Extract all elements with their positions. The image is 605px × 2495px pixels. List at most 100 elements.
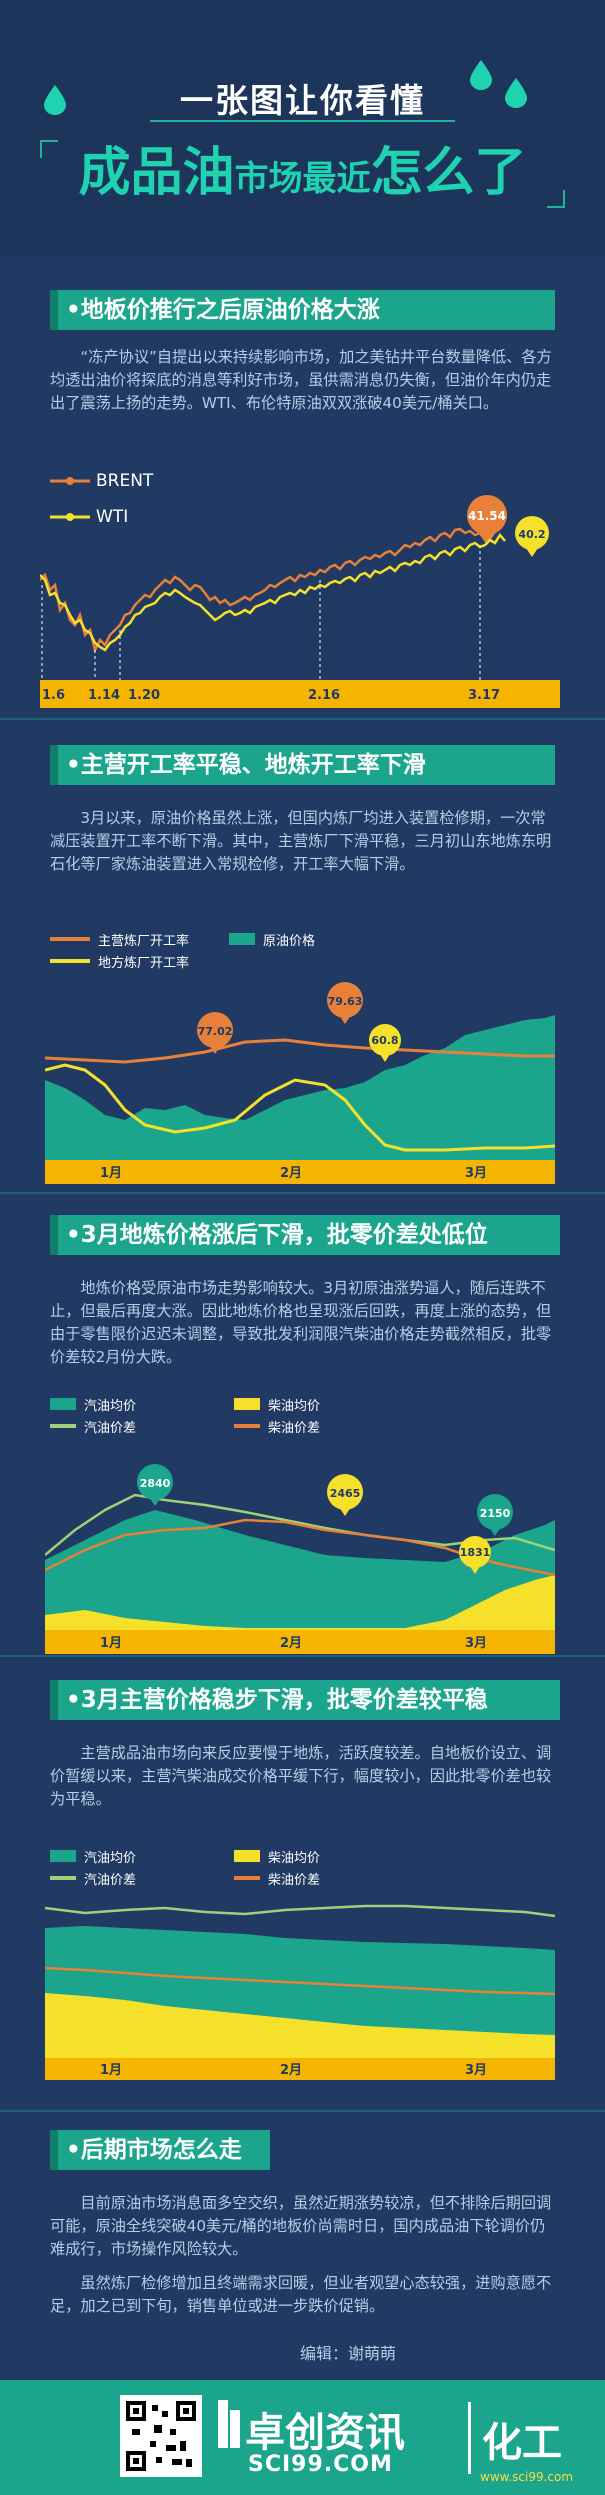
brand-name: 卓创资讯 bbox=[245, 2410, 405, 2456]
divider bbox=[0, 1192, 605, 1194]
section-text: “冻产协议”自提出以来持续影响市场，加之美钻井平台数量降低、各方均透出油价将探底… bbox=[50, 348, 552, 412]
section-text: 目前原油市场消息面多空交织，虽然近期涨势较凉，但不排除后期回调可能，原油全线突破… bbox=[50, 2194, 552, 2258]
section-text: 地炼价格受原油市场走势影响较大。3月初原油涨势逼人，随后连跌不止，但最后再度大涨… bbox=[50, 1279, 552, 1366]
rate-callout: 77.02 bbox=[197, 1012, 233, 1054]
brent-legend-icon bbox=[50, 477, 90, 485]
spread-callout: 2465 bbox=[327, 1474, 363, 1516]
droplet-icon bbox=[505, 78, 527, 108]
svg-text:2150: 2150 bbox=[480, 1507, 511, 1520]
month-axis-bar bbox=[45, 1630, 555, 1654]
diesel-avg-area bbox=[45, 1993, 555, 2058]
date-axis-bar bbox=[40, 680, 560, 708]
droplet-icon bbox=[470, 60, 492, 90]
month-label: 2月 bbox=[280, 2063, 302, 2078]
corner-bracket bbox=[40, 140, 58, 158]
month-label: 2月 bbox=[280, 1636, 302, 1651]
crude-price-area bbox=[45, 1015, 555, 1160]
chart-legend: BRENT WTI bbox=[50, 470, 153, 528]
month-label: 3月 bbox=[465, 2063, 487, 2078]
watermark: www.sci99.com bbox=[480, 2470, 574, 2484]
diesel-avg-area bbox=[45, 1575, 555, 1630]
section-heading: •主营开工率平稳、地炼开工率下滑 bbox=[50, 745, 555, 785]
month-axis-bar bbox=[45, 1160, 555, 1184]
legend-swatch bbox=[229, 933, 256, 945]
corner-bracket bbox=[547, 190, 565, 208]
svg-text:1831: 1831 bbox=[460, 1546, 491, 1559]
spread-callout: 2840 bbox=[137, 1464, 173, 1506]
date-label: 1.14 bbox=[88, 688, 120, 703]
date-label: 3.17 bbox=[468, 688, 500, 703]
wti-callout: 40.2 bbox=[515, 516, 549, 557]
svg-text:79.63: 79.63 bbox=[328, 995, 363, 1008]
diesel-spread-line bbox=[45, 1966, 555, 1996]
section-text: 3月以来，原油价格虽然上涨，但国内炼厂均进入装置检修期，一次常减压装置开工率不断… bbox=[50, 809, 552, 873]
legend-swatch bbox=[234, 1850, 260, 1862]
section-heading: •3月地炼价格涨后下滑，批零价差处低位 bbox=[50, 1215, 560, 1255]
section-outlook: •后期市场怎么走 目前原油市场消息面多空交织，虽然近期涨势较凉，但不排除后期回调… bbox=[0, 2130, 605, 2340]
local-price-chart: 2840 2465 2150 1831 1月 2月 3月 bbox=[45, 1464, 555, 1654]
chart-legend: 主营炼厂开工率 原油价格 地方炼厂开工率 bbox=[50, 928, 315, 972]
section-oil-price: •地板价推行之后原油价格大涨 “冻产协议”自提出以来持续影响市场，加之美钻井平台… bbox=[0, 290, 605, 730]
spread-callout: 2150 bbox=[477, 1494, 513, 1536]
chart-legend: 汽油均价 柴油均价 汽油价差 柴油价差 bbox=[50, 1393, 320, 1437]
page-title: 成品油市场最近怎么了 bbox=[78, 143, 527, 203]
divider bbox=[0, 1655, 605, 1657]
date-label: 1.20 bbox=[128, 688, 160, 703]
footer: 卓创资讯 SCI99.COM 化工 bbox=[0, 2380, 605, 2495]
svg-text:2840: 2840 bbox=[140, 1477, 171, 1490]
divider bbox=[0, 2110, 605, 2112]
oil-price-chart: 41.54 40.2 1.6 1.14 bbox=[40, 495, 560, 708]
section-heading: •后期市场怎么走 bbox=[50, 2130, 270, 2170]
section-refinery-rate: •主营开工率平稳、地炼开工率下滑 3月以来，原油价格虽然上涨，但国内炼厂均进入装… bbox=[0, 745, 605, 1205]
qr-code[interactable] bbox=[120, 2395, 202, 2477]
date-label: 2.16 bbox=[308, 688, 340, 703]
page-subtitle: 一张图让你看懂 bbox=[180, 81, 425, 120]
qr-code-icon bbox=[126, 2401, 196, 2471]
legend-swatch bbox=[234, 1876, 260, 1880]
main-refinery-line bbox=[45, 1038, 555, 1064]
rate-callout: 60.8 bbox=[369, 1024, 401, 1062]
svg-text:60.8: 60.8 bbox=[371, 1034, 398, 1047]
month-label: 1月 bbox=[100, 1636, 122, 1651]
gasoline-spread-line bbox=[45, 1904, 555, 1918]
month-axis-bar bbox=[45, 2058, 555, 2080]
date-guides bbox=[41, 545, 481, 680]
section-heading: •地板价推行之后原油价格大涨 bbox=[50, 290, 555, 330]
brand-url[interactable]: SCI99.COM bbox=[248, 2452, 393, 2477]
logo-icon bbox=[218, 2400, 240, 2448]
month-label: 2月 bbox=[280, 1166, 302, 1181]
brent-line bbox=[40, 522, 491, 654]
svg-text:41.54: 41.54 bbox=[468, 509, 506, 523]
droplet-icon bbox=[44, 85, 66, 115]
month-label: 3月 bbox=[465, 1636, 487, 1651]
legend-swatch bbox=[50, 1424, 76, 1428]
editor-credit: 编辑：谢萌萌 bbox=[300, 2344, 397, 2363]
legend-swatch bbox=[50, 1876, 76, 1880]
month-label: 1月 bbox=[100, 2063, 122, 2078]
gasoline-avg-area bbox=[45, 1510, 555, 1630]
legend-swatch bbox=[50, 959, 90, 963]
legend-swatch bbox=[234, 1424, 260, 1428]
local-refinery-line bbox=[45, 1063, 555, 1152]
divider bbox=[468, 2402, 471, 2474]
date-label: 1.6 bbox=[42, 688, 65, 703]
svg-text:77.02: 77.02 bbox=[198, 1025, 233, 1038]
svg-text:2465: 2465 bbox=[330, 1487, 361, 1500]
divider bbox=[150, 120, 455, 122]
legend-swatch bbox=[50, 1850, 76, 1862]
brent-callout: 41.54 bbox=[467, 495, 507, 545]
section-text: 主营成品油市场向来反应要慢于地炼，活跃度较差。自地板价设立、调价暂缓以来，主营汽… bbox=[50, 1744, 552, 1808]
section-heading: •3月主营价格稳步下滑，批零价差较平稳 bbox=[50, 1680, 560, 1720]
month-label: 3月 bbox=[465, 1166, 487, 1181]
rate-callout: 79.63 bbox=[327, 982, 363, 1024]
header: 一张图让你看懂 成品油市场最近怎么了 bbox=[0, 0, 605, 255]
main-price-chart: 1月 2月 3月 bbox=[45, 1904, 555, 2080]
refinery-rate-chart: 77.02 79.63 60.8 1月 2月 3月 bbox=[45, 982, 555, 1184]
section-main-price: •3月主营价格稳步下滑，批零价差较平稳 主营成品油市场向来反应要慢于地炼，活跃度… bbox=[0, 1680, 605, 2080]
wti-line bbox=[40, 532, 506, 652]
month-label: 1月 bbox=[100, 1166, 122, 1181]
legend-swatch bbox=[234, 1398, 260, 1410]
chart-legend: 汽油均价 柴油均价 汽油价差 柴油价差 bbox=[50, 1845, 320, 1889]
wti-legend-icon bbox=[50, 513, 90, 521]
